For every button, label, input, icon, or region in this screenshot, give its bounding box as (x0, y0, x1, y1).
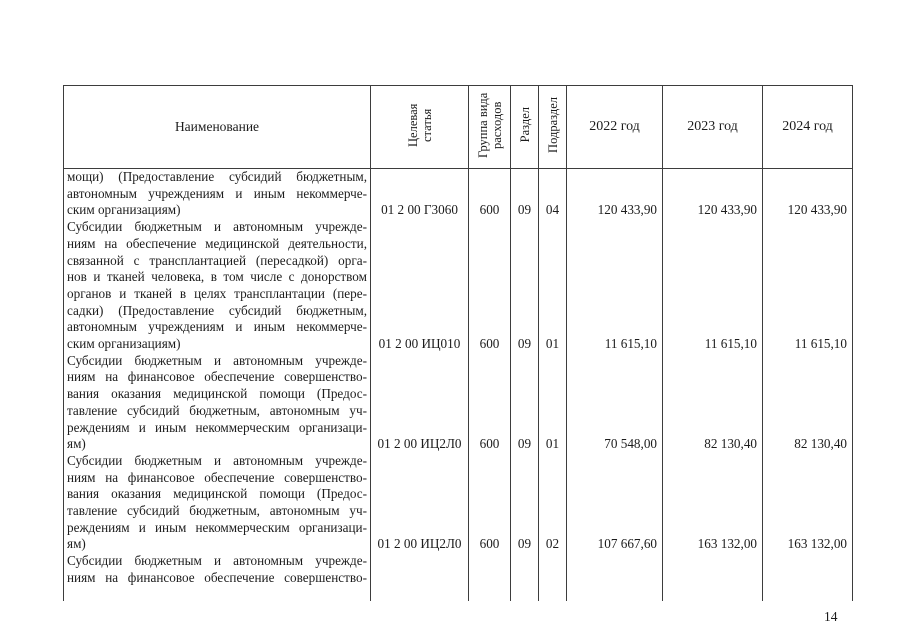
row-expense-group (468, 553, 511, 601)
name-line: связанной с трансплантацией (пересадкой)… (67, 252, 367, 268)
row-expense-group: 600 (468, 168, 511, 220)
row-name: Субсидии бюджетным и автономным учрежде-… (63, 452, 371, 554)
name-line: органов и тканей в целях трансплантации … (67, 285, 367, 301)
row-2022: 11 615,10 (566, 219, 663, 353)
row-name: Субсидии бюджетным и автономным учрежде-… (63, 219, 371, 353)
name-line: ниям на финансовое обеспечение совершенс… (67, 369, 367, 385)
row-2024: 11 615,10 (762, 219, 853, 353)
header-expense-group-label: Группа вида расходов (475, 92, 504, 158)
header-target-article-label: Целевая статья (405, 103, 434, 147)
row-target-article: 01 2 00 ИЦ010 (370, 219, 469, 353)
row-name: Субсидии бюджетным и автономным учрежде-… (63, 553, 371, 601)
name-line: ниям на финансовое обеспечение совершенс… (67, 469, 367, 485)
table-row: Субсидии бюджетным и автономным учрежде-… (63, 452, 853, 554)
row-2024: 120 433,90 (762, 168, 853, 220)
row-section: 09 (510, 452, 539, 554)
name-line: ским организациям) (67, 336, 181, 352)
name-line: автономным учреждениям и иным некоммерче… (67, 319, 367, 335)
row-name: Субсидии бюджетным и автономным учрежде-… (63, 352, 371, 453)
row-expense-group: 600 (468, 352, 511, 453)
header-section: Раздел (510, 85, 539, 169)
table-row: Субсидии бюджетным и автономным учрежде-… (63, 553, 853, 601)
budget-table: Наименование Целевая статья Группа вида … (63, 85, 853, 601)
row-2022 (566, 553, 663, 601)
row-2022: 70 548,00 (566, 352, 663, 453)
name-line: ям) (67, 536, 86, 552)
header-subsection-label: Подраздел (545, 97, 560, 153)
row-2024: 82 130,40 (762, 352, 853, 453)
row-target-article (370, 553, 469, 601)
header-year-2023: 2023 год (662, 85, 763, 169)
header-section-label: Раздел (517, 107, 532, 143)
name-line: нов и тканей человека, в том числе с дон… (67, 269, 367, 285)
name-line: Субсидии бюджетным и автономным учрежде- (67, 553, 367, 569)
name-line: Субсидии бюджетным и автономным учрежде- (67, 219, 367, 235)
row-2023: 11 615,10 (662, 219, 763, 353)
row-expense-group: 600 (468, 452, 511, 554)
row-subsection (538, 553, 567, 601)
row-2024 (762, 553, 853, 601)
row-2023: 120 433,90 (662, 168, 763, 220)
table-row: Субсидии бюджетным и автономным учрежде-… (63, 352, 853, 453)
header-year-2024: 2024 год (762, 85, 853, 169)
row-subsection: 01 (538, 352, 567, 453)
row-2024: 163 132,00 (762, 452, 853, 554)
row-target-article: 01 2 00 ИЦ2Л0 (370, 352, 469, 453)
name-line: тавление субсидий бюджетным, автономным … (67, 503, 367, 519)
name-line: ским организациям) (67, 202, 181, 218)
row-section: 09 (510, 168, 539, 220)
header-subsection: Подраздел (538, 85, 567, 169)
name-line: реждениям и иным некоммерческим организа… (67, 519, 367, 535)
table-header: Наименование Целевая статья Группа вида … (63, 85, 853, 169)
row-expense-group: 600 (468, 219, 511, 353)
row-subsection: 01 (538, 219, 567, 353)
header-name-label: Наименование (174, 119, 260, 134)
table-row: Субсидии бюджетным и автономным учрежде-… (63, 219, 853, 353)
name-line: Субсидии бюджетным и автономным учрежде- (67, 352, 367, 368)
row-2023: 163 132,00 (662, 452, 763, 554)
name-line: ниям на обеспечение медицинской деятельн… (67, 235, 367, 251)
header-target-article: Целевая статья (370, 85, 469, 169)
table-row: мощи) (Предоставление субсидий бюджетным… (63, 168, 853, 220)
name-line: вания оказания медицинской помощи (Предо… (67, 386, 367, 402)
name-line: садки) (Предоставление субсидий бюджетны… (67, 302, 367, 318)
header-expense-group: Группа вида расходов (468, 85, 511, 169)
name-line: вания оказания медицинской помощи (Предо… (67, 486, 367, 502)
name-line: автономным учреждениям и иным некоммерче… (67, 185, 367, 201)
table-body: мощи) (Предоставление субсидий бюджетным… (63, 168, 853, 601)
row-2023 (662, 553, 763, 601)
name-line: реждениям и иным некоммерческим организа… (67, 419, 367, 435)
row-2023: 82 130,40 (662, 352, 763, 453)
row-section: 09 (510, 352, 539, 453)
page-number: 14 (824, 609, 838, 624)
header-name: Наименование (63, 85, 371, 169)
name-line: ниям на финансовое обеспечение совершенс… (67, 569, 367, 585)
name-line: ям) (67, 436, 86, 452)
row-name: мощи) (Предоставление субсидий бюджетным… (63, 168, 371, 220)
row-section (510, 553, 539, 601)
name-line: тавление субсидий бюджетным, автономным … (67, 402, 367, 418)
row-target-article: 01 2 00 ИЦ2Л0 (370, 452, 469, 554)
row-section: 09 (510, 219, 539, 353)
row-subsection: 02 (538, 452, 567, 554)
row-2022: 120 433,90 (566, 168, 663, 220)
row-subsection: 04 (538, 168, 567, 220)
row-target-article: 01 2 00 Г3060 (370, 168, 469, 220)
header-year-2022: 2022 год (566, 85, 663, 169)
name-line: мощи) (Предоставление субсидий бюджетным… (67, 169, 367, 184)
row-2022: 107 667,60 (566, 452, 663, 554)
name-line: Субсидии бюджетным и автономным учрежде- (67, 452, 367, 468)
